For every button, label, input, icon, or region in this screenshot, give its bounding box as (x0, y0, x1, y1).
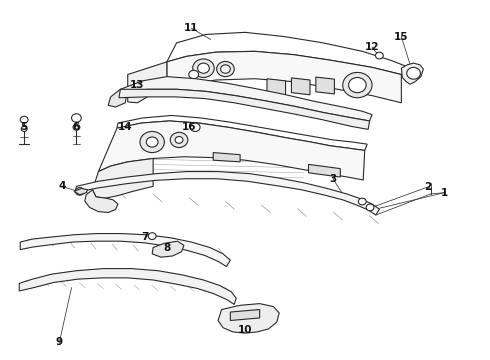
Polygon shape (213, 153, 240, 162)
Circle shape (407, 67, 420, 79)
Circle shape (175, 136, 183, 143)
Circle shape (358, 198, 366, 205)
Polygon shape (230, 310, 260, 320)
Text: 5: 5 (21, 122, 28, 132)
Text: 1: 1 (441, 188, 448, 198)
Polygon shape (98, 121, 365, 180)
Polygon shape (74, 188, 88, 195)
Circle shape (73, 124, 80, 130)
Circle shape (193, 59, 214, 77)
Polygon shape (75, 172, 379, 215)
Circle shape (170, 132, 188, 148)
Text: 6: 6 (73, 122, 80, 132)
Polygon shape (218, 303, 279, 333)
Text: 15: 15 (394, 32, 409, 41)
Text: 13: 13 (130, 80, 145, 90)
Circle shape (147, 137, 158, 147)
Circle shape (217, 62, 234, 77)
Polygon shape (93, 158, 153, 198)
Polygon shape (108, 89, 127, 107)
Polygon shape (119, 89, 369, 129)
Text: 4: 4 (58, 181, 66, 191)
Text: 8: 8 (163, 243, 171, 252)
Circle shape (190, 123, 200, 131)
Circle shape (140, 131, 164, 153)
Polygon shape (309, 165, 340, 177)
Text: 2: 2 (424, 182, 431, 192)
Circle shape (366, 204, 374, 211)
Circle shape (21, 126, 27, 131)
Text: 9: 9 (56, 337, 63, 347)
Text: 3: 3 (329, 174, 337, 184)
Text: 10: 10 (238, 325, 252, 335)
Polygon shape (152, 241, 184, 257)
Circle shape (220, 65, 230, 73)
Polygon shape (20, 234, 230, 266)
Polygon shape (117, 116, 367, 150)
Text: 7: 7 (141, 232, 148, 242)
Text: 12: 12 (365, 42, 379, 52)
Circle shape (375, 52, 383, 59)
Circle shape (20, 116, 28, 123)
Polygon shape (128, 62, 167, 103)
Circle shape (75, 188, 84, 195)
Text: 11: 11 (184, 23, 198, 33)
Polygon shape (167, 51, 401, 103)
Circle shape (343, 72, 372, 98)
Polygon shape (401, 63, 423, 84)
Circle shape (189, 70, 198, 79)
Circle shape (72, 114, 81, 122)
Polygon shape (167, 32, 411, 75)
Circle shape (148, 233, 156, 239)
Polygon shape (267, 79, 286, 96)
Text: 16: 16 (182, 122, 196, 132)
Polygon shape (19, 269, 236, 305)
Circle shape (197, 63, 209, 73)
Polygon shape (292, 78, 310, 95)
Polygon shape (316, 77, 334, 94)
Circle shape (348, 77, 366, 93)
Polygon shape (121, 77, 372, 121)
Polygon shape (85, 190, 118, 212)
Text: 14: 14 (118, 122, 133, 132)
